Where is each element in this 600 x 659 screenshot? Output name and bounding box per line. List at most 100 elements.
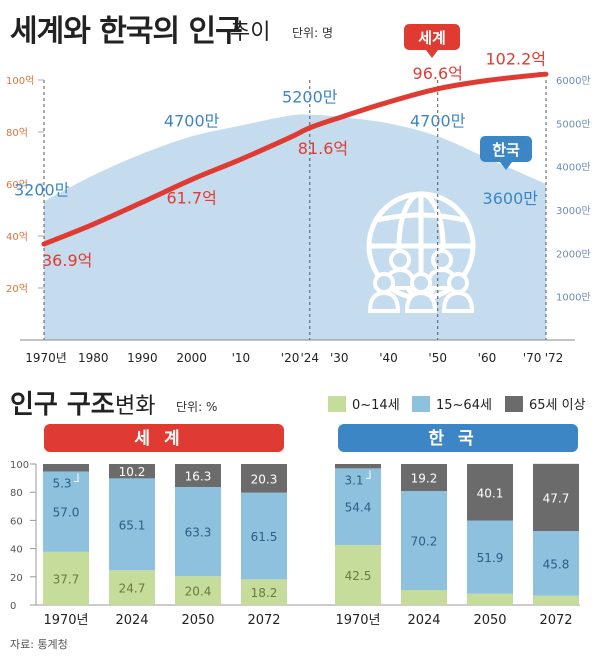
right-axis-tick: 1000만 [556, 292, 591, 304]
legend-swatch-working [412, 395, 430, 412]
bar-value-label: 3.1 [344, 473, 363, 487]
label-leader [366, 470, 371, 479]
legend-label-children: 0~14세 [352, 398, 400, 413]
korea-data-label: 4700만 [410, 111, 466, 130]
y-tick-label: 40 [10, 545, 23, 556]
x-tick-label: '60 [478, 351, 497, 365]
bar-value-label: 20.4 [185, 585, 212, 599]
bar-value-label: 65.1 [119, 518, 146, 532]
bar-value-label: 51.9 [477, 551, 504, 565]
bar-value-label: 47.7 [543, 491, 570, 505]
y-tick-label: 100 [10, 460, 29, 471]
x-tick-label: 1970년 [25, 351, 67, 365]
left-axis-tick: 20억 [6, 283, 28, 295]
x-tick-label: '10 [232, 351, 251, 365]
x-tick-label: '50 [428, 351, 447, 365]
population-structure-chart: 세계 한국 0 20 40 60 80 100 37.7 57.0 5.3 1970년 24.7 65.1… [10, 424, 580, 628]
y-tick-label: 60 [10, 516, 23, 527]
category-label: 2072 [539, 613, 572, 628]
bar-segment [43, 471, 89, 552]
bar-segment [401, 464, 447, 492]
bar-value-label: 45.8 [543, 557, 570, 571]
bar-segment [335, 464, 381, 469]
legend-swatch-children [328, 395, 346, 412]
globe-people-icon [366, 191, 476, 313]
category-label: 1970년 [335, 613, 380, 628]
y-tick-label: 80 [10, 488, 23, 499]
svg-text:한국: 한국 [492, 141, 520, 159]
bar-segment [467, 520, 513, 594]
bar-value-label: 63.3 [185, 526, 212, 540]
world-data-label: 61.7억 [166, 189, 216, 208]
world-group-banner: 세계 [44, 424, 284, 452]
x-tick-label: '70 [523, 351, 542, 365]
world-population-line [41, 71, 549, 247]
bar-value-label: 42.5 [345, 569, 372, 583]
x-tick-label: '24 [300, 351, 319, 365]
right-axis-tick: 3000만 [556, 205, 591, 217]
bar-segment [241, 579, 287, 605]
korea-data-label: 3200만 [14, 180, 70, 199]
y-tick-label: 0 [10, 601, 16, 612]
x-tick-label: 1980 [78, 351, 109, 365]
x-tick-label: '40 [379, 351, 398, 365]
bar-segment [241, 464, 287, 493]
legend-item-children: 0~14세 [328, 394, 400, 413]
bar-value-label: 5.3 [52, 476, 71, 490]
svg-text:세계: 세계 [418, 29, 446, 47]
bar-segment [533, 531, 579, 596]
bar-value-label: 18.2 [251, 586, 278, 600]
category-label: 2072 [247, 613, 280, 628]
bar-segment [109, 570, 155, 605]
bar-value-label: 40.1 [477, 486, 504, 500]
bar-segment [467, 464, 513, 521]
bar-value-label: 24.7 [119, 582, 146, 596]
korea-data-label: 4700만 [164, 111, 220, 130]
left-axis-tick: 100억 [6, 75, 34, 87]
population-trend-chart: 1970년 1980 1990 2000 '10 '20'24 '30 '40 '50 '60 '7… [6, 24, 591, 365]
bar-value-label: 19.2 [411, 472, 438, 486]
world-series-tag: 세계 [404, 24, 460, 58]
bar-segment [175, 486, 221, 577]
category-label: 1970년 [43, 613, 88, 628]
left-axis-tick: 80억 [6, 127, 28, 139]
world-data-label: 81.6억 [298, 139, 348, 158]
bar-segment [335, 545, 381, 605]
right-axis-tick: 5000만 [556, 118, 591, 130]
category-label: 2050 [181, 613, 214, 628]
left-axis-tick: 40억 [6, 231, 28, 243]
x-tick-label: '20 [281, 351, 300, 365]
bar-segment [335, 468, 381, 546]
bar-value-label: 37.7 [53, 572, 80, 586]
category-label: 2024 [115, 613, 148, 628]
korea-data-label: 3600만 [483, 189, 539, 208]
x-tick-label: '30 [330, 351, 349, 365]
label-leader [74, 473, 79, 482]
world-data-label: 36.9억 [42, 251, 92, 270]
bar-value-label: 20.3 [251, 472, 278, 486]
top-unit-label: 단위: 명 [292, 26, 333, 40]
right-axis-tick: 4000만 [556, 162, 591, 174]
bar-segment [109, 478, 155, 571]
world-data-label: 96.6억 [413, 64, 463, 83]
korea-series-tag: 한국 [480, 136, 532, 170]
bar-value-label: 54.4 [345, 501, 372, 515]
structure-subtitle: 변화 [115, 394, 156, 419]
legend-item-working: 15~64세 [412, 394, 492, 413]
category-label: 2024 [407, 613, 440, 628]
legend-label-elderly: 65세 이상 [529, 398, 586, 413]
bar-value-label: 16.3 [185, 469, 212, 483]
right-axis-tick: 2000만 [556, 248, 591, 260]
bar-segment [43, 551, 89, 605]
svg-text:한국: 한국 [428, 429, 487, 449]
bar-segment [43, 464, 89, 472]
world-data-label: 102.2억 [485, 49, 546, 68]
page-title: 세계와 한국의 인구 [10, 14, 243, 49]
legend-label-working: 15~64세 [436, 398, 492, 413]
bar-value-label: 70.2 [411, 535, 438, 549]
category-label: 2050 [473, 613, 506, 628]
bar-segment [467, 593, 513, 605]
bar-segment [175, 464, 221, 487]
korea-data-label: 5200만 [282, 88, 338, 107]
bar-value-label: 61.5 [251, 530, 278, 544]
